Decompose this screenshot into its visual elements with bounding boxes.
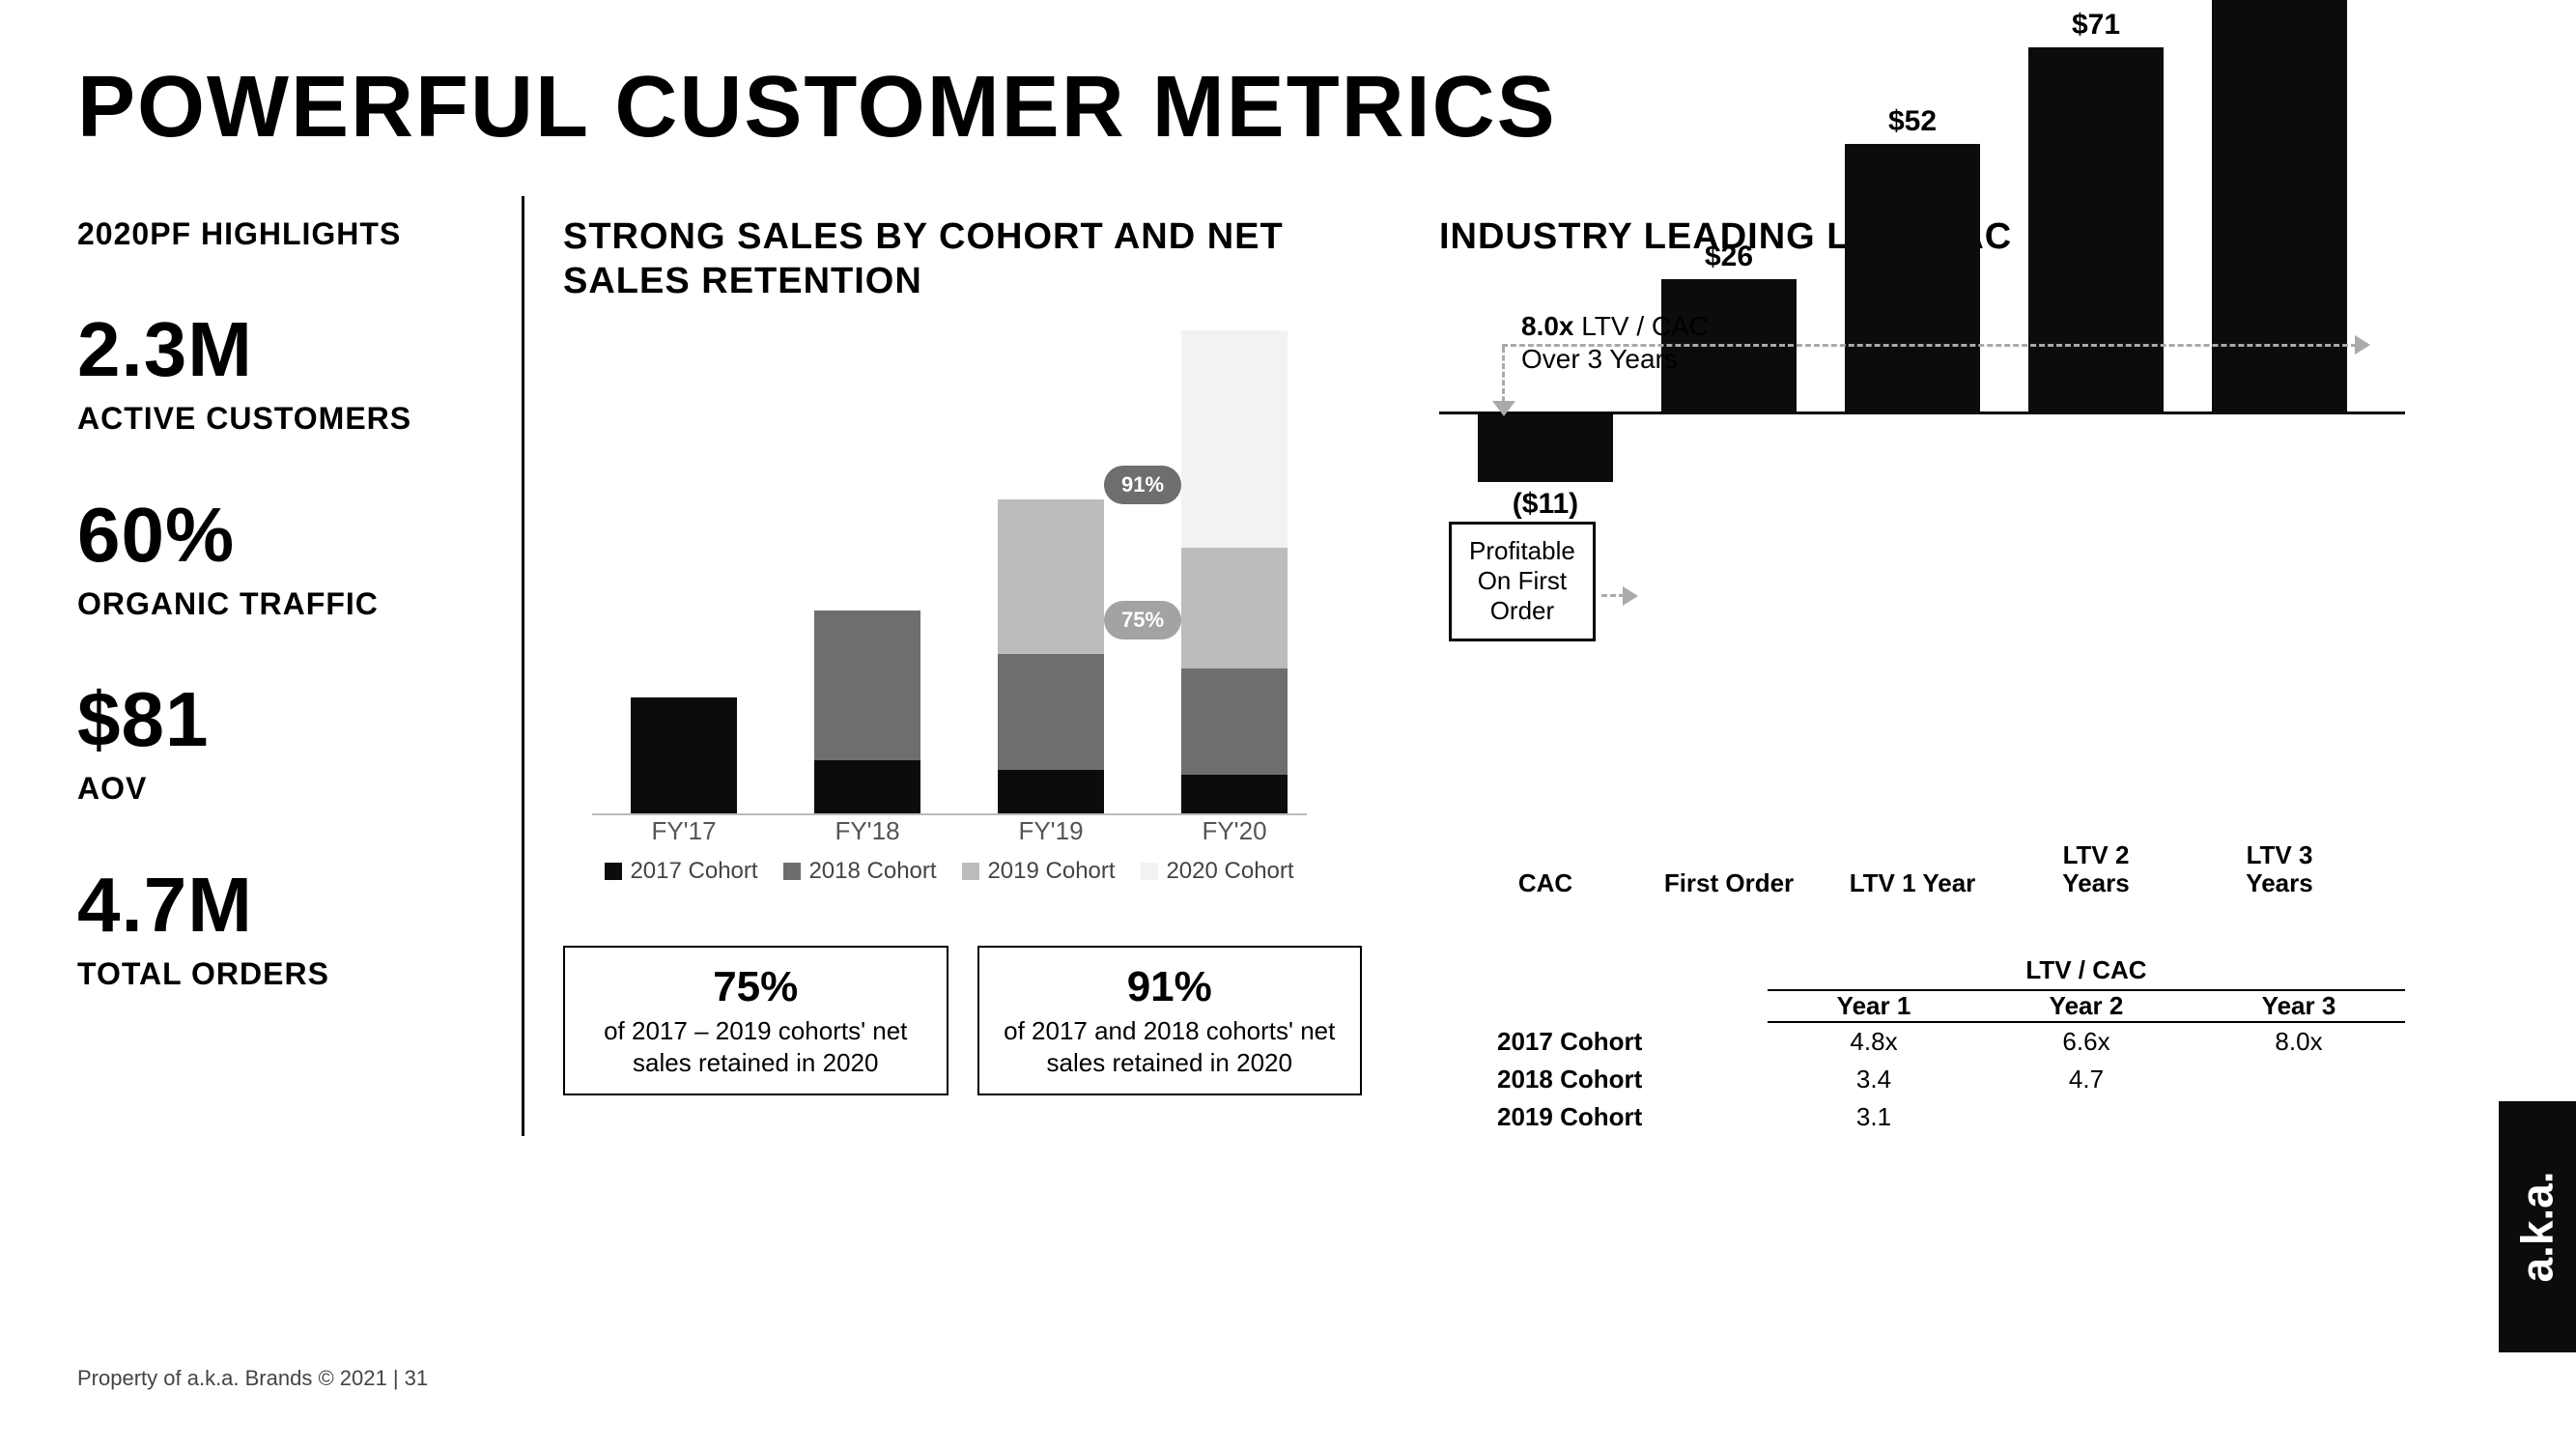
highlights-column: 2020PF HIGHLIGHTS 2.3M ACTIVE CUSTOMERS 6…: [77, 196, 483, 1136]
footer-text: Property of a.k.a. Brands © 2021 | 31: [77, 1366, 428, 1391]
cohort-bar-segment: [814, 611, 920, 760]
ltv-xlabel: LTV 1 Year: [1845, 869, 1980, 897]
cohort-bar-segment: [1181, 330, 1288, 548]
table-cell: 8.0x: [2193, 1023, 2405, 1061]
ltv-bar-label: $52: [1845, 105, 1980, 138]
retention-pill: 91%: [1104, 466, 1181, 504]
cohort-callout: 91%of 2017 and 2018 cohorts' net sales r…: [977, 946, 1363, 1095]
table-cell: 4.8x: [1768, 1023, 1980, 1061]
ltv-bar-label: ($11): [1478, 488, 1613, 521]
ltv-xlabel: LTV 3 Years: [2212, 841, 2347, 896]
cohort-stacked-chart: 91%75% FY'17FY'18FY'19FY'20 2017 Cohort2…: [563, 332, 1336, 931]
cohort-bar-segment: [998, 654, 1104, 770]
table-cell: [1980, 1098, 2193, 1136]
highlight-metric: 60% ORGANIC TRAFFIC: [77, 491, 483, 622]
ltv-bar-label: $26: [1661, 241, 1797, 273]
table-cell: [2193, 1061, 2405, 1098]
columns: 2020PF HIGHLIGHTS 2.3M ACTIVE CUSTOMERS 6…: [77, 196, 2499, 1136]
cohort-title: STRONG SALES BY COHORT AND NET SALES RET…: [563, 215, 1362, 303]
table-cell: 4.7: [1980, 1061, 2193, 1098]
cohort-xlabel: FY'18: [814, 816, 920, 846]
legend-label: 2017 Cohort: [630, 858, 757, 885]
ltv-bar: ($11): [1478, 414, 1613, 482]
cohort-bar-segment: [998, 770, 1104, 813]
callout-value: 75%: [588, 963, 923, 1011]
legend-swatch: [962, 863, 979, 880]
ltv-annotation: 8.0x LTV / CACOver 3 Years: [1521, 310, 1709, 375]
table-cohort: 2019 Cohort: [1439, 1098, 1768, 1136]
callout-desc: of 2017 – 2019 cohorts' net sales retain…: [588, 1015, 923, 1078]
brand-tab-label: a.k.a.: [2511, 1171, 2563, 1282]
ltv-xlabel: CAC: [1478, 869, 1613, 897]
ltv-bar: $71: [2028, 47, 2164, 414]
cohort-xlabel: FY'20: [1181, 816, 1288, 846]
ltv-xlabel: First Order: [1661, 869, 1797, 897]
cohort-bar-segment: [1181, 775, 1288, 813]
ltv-column: INDUSTRY LEADING LTV / CAC 8.0x LTV / CA…: [1401, 196, 2444, 1136]
legend-item: 2020 Cohort: [1141, 858, 1293, 885]
table-cell: [2193, 1098, 2405, 1136]
table-cell: 6.6x: [1980, 1023, 2193, 1061]
cohort-callouts: 75%of 2017 – 2019 cohorts' net sales ret…: [563, 946, 1362, 1095]
table-row: 2019 Cohort3.1: [1439, 1098, 2405, 1136]
cohort-legend: 2017 Cohort 2018 Cohort 2019 Cohort 2020 Co…: [592, 858, 1307, 885]
legend-item: 2017 Cohort: [605, 858, 757, 885]
callout-value: 91%: [1003, 963, 1338, 1011]
ltv-bar: $52: [1845, 144, 1980, 414]
table-cohort: 2017 Cohort: [1439, 1023, 1768, 1061]
cohort-bar: [814, 611, 920, 813]
metric-value: 4.7M: [77, 861, 483, 950]
table-cell: 3.1: [1768, 1098, 1980, 1136]
profitable-callout: ProfitableOn FirstOrder: [1449, 522, 1596, 641]
cohort-xlabel: FY'19: [998, 816, 1104, 846]
slide: POWERFUL CUSTOMER METRICS 2020PF HIGHLIG…: [0, 0, 2576, 1449]
legend-label: 2020 Cohort: [1166, 858, 1293, 885]
callout-desc: of 2017 and 2018 cohorts' net sales reta…: [1003, 1015, 1338, 1078]
brand-tab: a.k.a.: [2499, 1101, 2576, 1352]
highlight-metric: $81 AOV: [77, 675, 483, 807]
legend-label: 2019 Cohort: [987, 858, 1115, 885]
legend-label: 2018 Cohort: [808, 858, 936, 885]
cohort-bar-segment: [1181, 548, 1288, 668]
ltv-bar-label: $71: [2028, 9, 2164, 42]
cohort-bar-segment: [631, 697, 737, 813]
ltv-xlabel: LTV 2 Years: [2028, 841, 2164, 896]
metric-label: AOV: [77, 770, 483, 807]
ltv-bar-chart: 8.0x LTV / CACOver 3 Years($11)$26$52$71…: [1439, 289, 2405, 936]
table-cohort: 2018 Cohort: [1439, 1061, 1768, 1098]
cohort-xlabel: FY'17: [631, 816, 737, 846]
retention-pill: 75%: [1104, 601, 1181, 639]
table-cell: 3.4: [1768, 1061, 1980, 1098]
metric-value: $81: [77, 675, 483, 764]
legend-item: 2018 Cohort: [783, 858, 936, 885]
metric-value: 2.3M: [77, 305, 483, 394]
cohort-bar-segment: [1181, 668, 1288, 775]
ltv-bar: $86: [2212, 0, 2347, 414]
metric-value: 60%: [77, 491, 483, 580]
cohort-bar-segment: [814, 760, 920, 813]
legend-swatch: [1141, 863, 1158, 880]
metric-label: ACTIVE CUSTOMERS: [77, 400, 483, 437]
highlight-metric: 4.7M TOTAL ORDERS: [77, 861, 483, 992]
metric-label: TOTAL ORDERS: [77, 955, 483, 992]
ltv-cac-table: LTV / CACYear 1Year 2Year 32017 Cohort4.…: [1439, 955, 2405, 1136]
cohort-bar-segment: [998, 499, 1104, 654]
table-row: 2018 Cohort3.44.7: [1439, 1061, 2405, 1098]
legend-item: 2019 Cohort: [962, 858, 1115, 885]
cohort-bar: [631, 697, 737, 813]
highlight-metric: 2.3M ACTIVE CUSTOMERS: [77, 305, 483, 437]
highlights-header: 2020PF HIGHLIGHTS: [77, 215, 483, 252]
cohort-bar: [1181, 330, 1288, 813]
cohort-callout: 75%of 2017 – 2019 cohorts' net sales ret…: [563, 946, 948, 1095]
table-row: 2017 Cohort4.8x6.6x8.0x: [1439, 1023, 2405, 1061]
cohort-bar: [998, 499, 1104, 813]
legend-swatch: [783, 863, 801, 880]
legend-swatch: [605, 863, 622, 880]
metric-label: ORGANIC TRAFFIC: [77, 585, 483, 622]
cohort-column: STRONG SALES BY COHORT AND NET SALES RET…: [522, 196, 1362, 1136]
